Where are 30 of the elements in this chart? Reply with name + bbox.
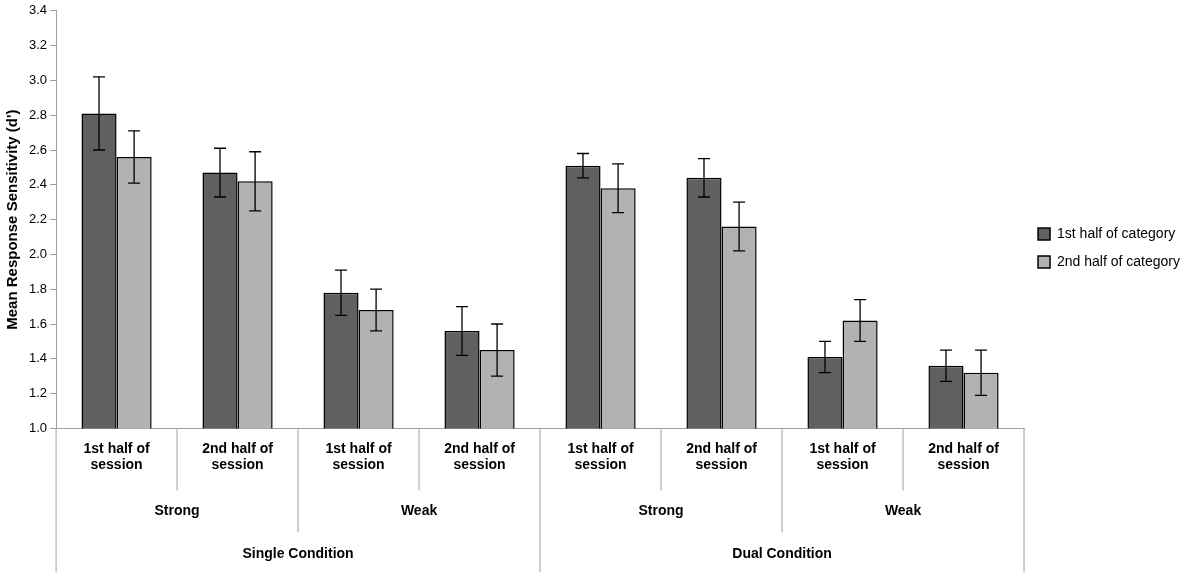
x-tick-label: 1st half of session [83, 439, 150, 473]
x-tick-label: 1st half of session [325, 439, 392, 473]
legend-label: 1st half of category [1057, 224, 1176, 241]
text: Strong [154, 502, 200, 519]
y-tick-label: 1.4 [28, 350, 48, 366]
text: Dual Condition [732, 545, 832, 562]
y-tick-label: 2.0 [28, 245, 48, 261]
legend-label: 2nd half of category [1057, 252, 1181, 269]
text: Strong [638, 502, 684, 519]
y-tick-label: 3.0 [28, 71, 48, 87]
text: Single Condition [242, 545, 354, 562]
y-axis-title: Mean Response Sensitivity (d') [3, 109, 21, 330]
x-tick-label: 1st half of session [809, 439, 876, 473]
y-tick-label: 2.4 [28, 176, 48, 192]
text: Weak [884, 502, 922, 519]
y-tick-label: 3.2 [28, 37, 48, 53]
y-tick-label: 1.2 [28, 385, 48, 401]
y-tick-label: 1.6 [28, 315, 48, 331]
x-tick-label: 2nd half of session [202, 439, 274, 473]
x-tick-label: 2nd half of session [928, 439, 1000, 473]
x-tick-label: 2nd half of session [444, 439, 516, 473]
y-tick-label: 1.8 [28, 280, 48, 296]
x-tick-label: 1st half of session [567, 439, 634, 473]
y-tick-label: 1.0 [28, 419, 48, 435]
y-tick-label: 2.8 [28, 106, 48, 122]
y-tick-label: 2.2 [28, 211, 48, 227]
y-tick-label: 3.4 [28, 2, 48, 18]
y-tick-label: 2.6 [28, 141, 48, 157]
x-tick-label: 2nd half of session [686, 439, 758, 473]
text: Weak [400, 502, 438, 519]
